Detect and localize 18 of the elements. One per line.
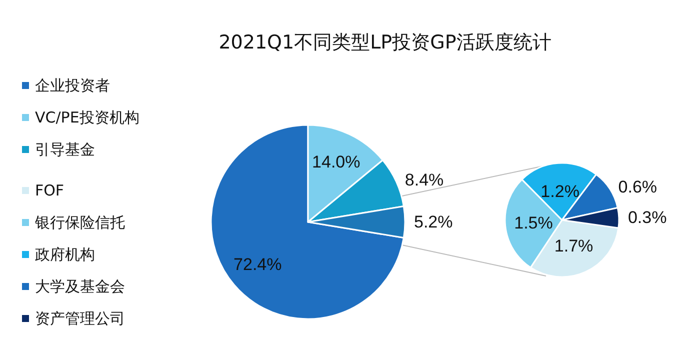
data-label: 8.4%: [404, 170, 444, 190]
data-label: 0.6%: [618, 177, 658, 196]
data-label: 1.2%: [540, 182, 580, 201]
data-label: 1.7%: [554, 236, 594, 256]
legend-label: 政府机构: [35, 246, 95, 264]
legend-label: 银行保险信托: [34, 214, 125, 232]
data-label: 0.3%: [628, 208, 667, 228]
data-label: 1.5%: [514, 213, 553, 232]
legend-label: 企业投资者: [35, 76, 110, 94]
data-label: 72.4%: [234, 255, 282, 274]
legend-label: VC/PE投资机构: [35, 108, 140, 126]
chart-title: 2021Q1不同类型LP投资GP活跃度统计: [218, 32, 552, 54]
data-label: 14.0%: [312, 152, 360, 172]
legend-label: 大学及基金会: [35, 278, 125, 296]
legend-label: FOF: [35, 182, 64, 200]
legend-label: 资产管理公司: [35, 310, 125, 328]
legend-label: 引导基金: [35, 140, 95, 158]
data-label: 5.2%: [414, 212, 453, 232]
